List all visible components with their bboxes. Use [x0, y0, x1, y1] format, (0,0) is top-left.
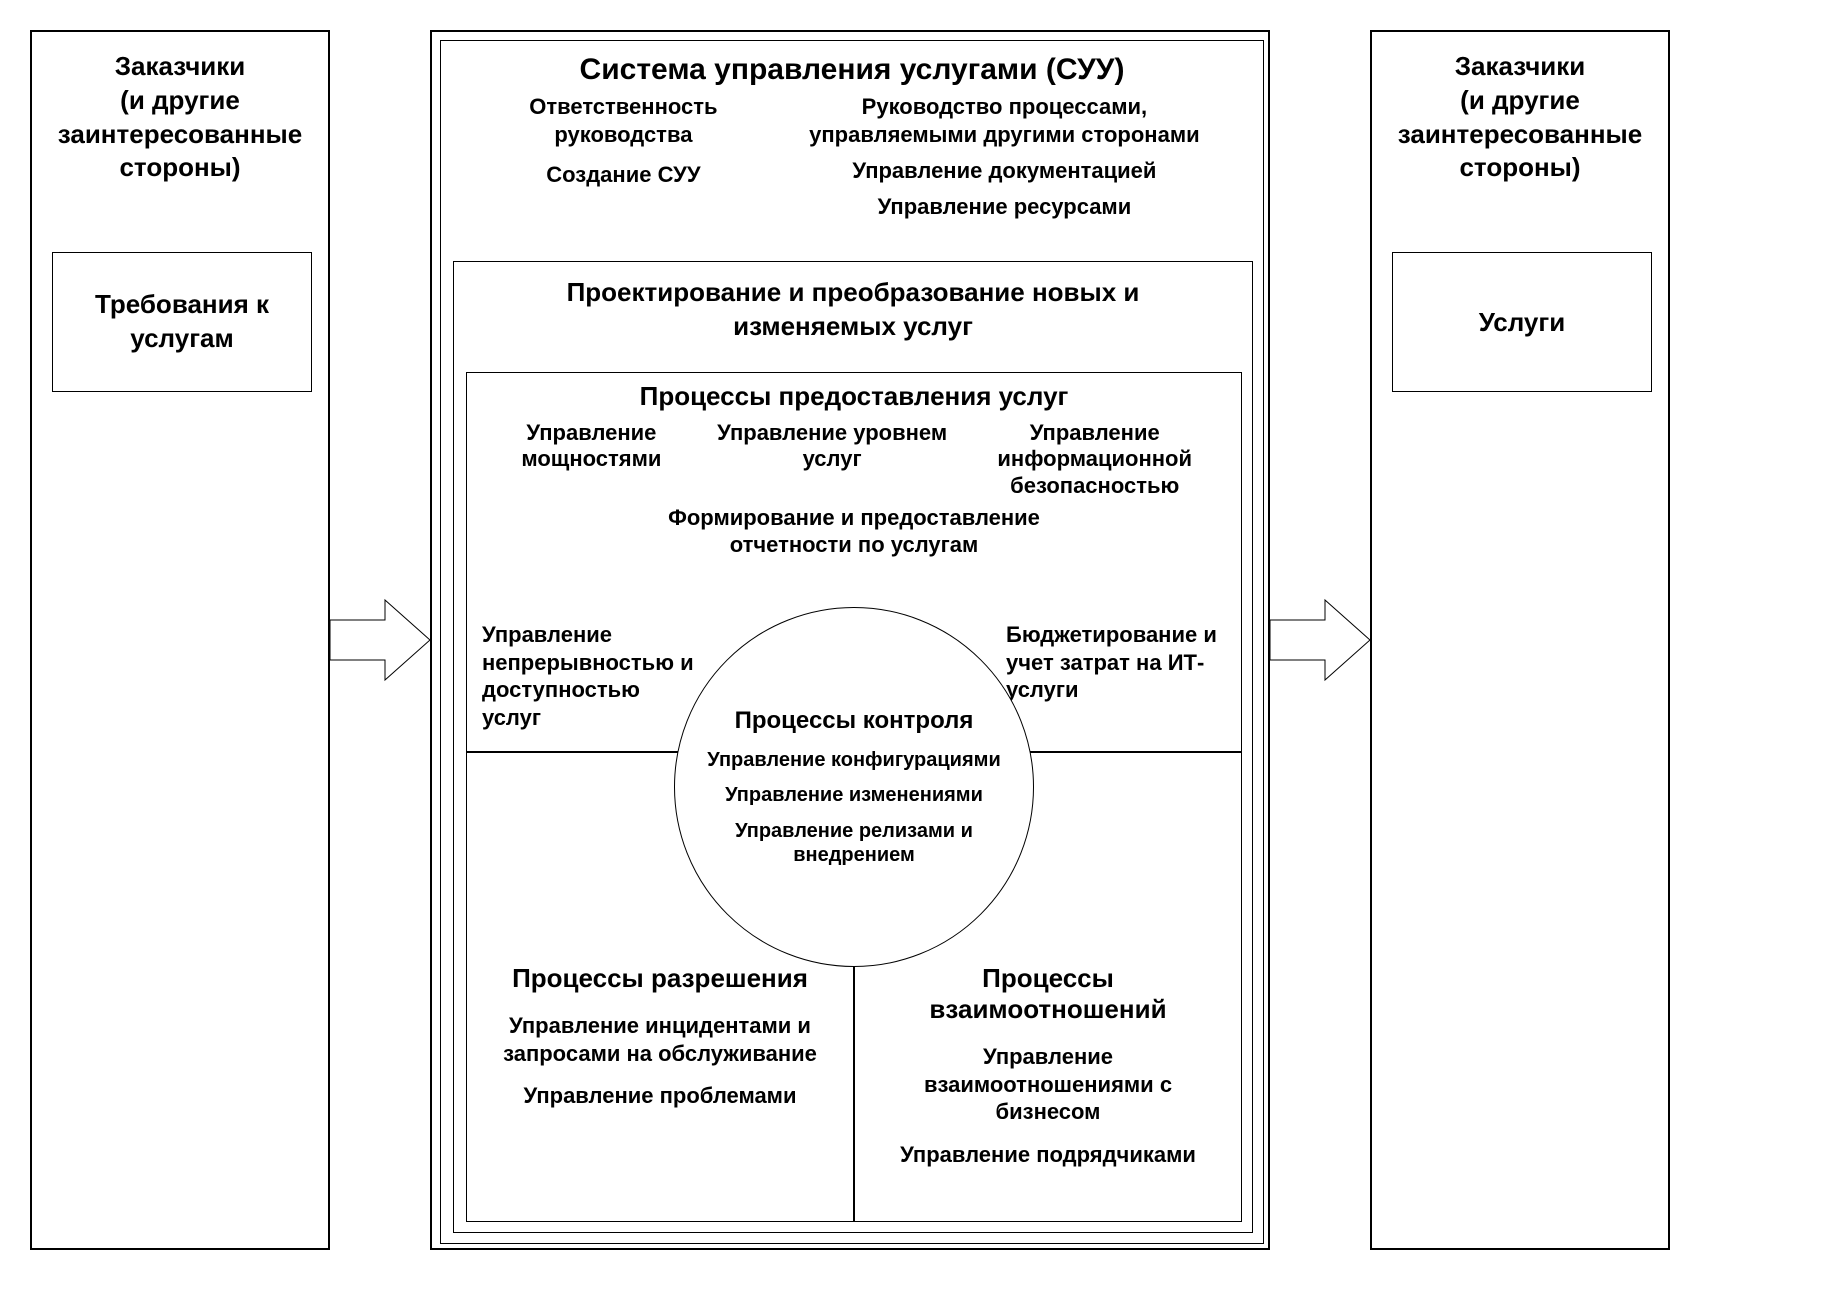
- deliv-cap: Управление мощностями: [482, 420, 701, 499]
- right-panel: Заказчики(и другиезаинтересованныесторон…: [1370, 30, 1670, 1250]
- deliv-sec: Управление информационной безопасностью: [963, 420, 1226, 499]
- delivery-row1: Управление мощностями Управление уровнем…: [467, 420, 1241, 499]
- design-box-title: Проектирование и преобразование новых и …: [454, 262, 1252, 358]
- top-items: Ответственность руководства Создание СУУ…: [441, 93, 1263, 230]
- suu-diagram: Заказчики(и другиезаинтересованныесторон…: [20, 20, 1826, 1273]
- top-item-resp: Ответственность руководства: [471, 93, 776, 148]
- control-title: Процессы контроля: [735, 707, 974, 735]
- center-main-title: Система управления услугами (СУУ): [441, 41, 1263, 93]
- deliv-report: Формирование и предоставление отчетности…: [467, 499, 1241, 558]
- ctrl-item2: Управление изменениями: [725, 784, 983, 807]
- top-item-create: Создание СУУ: [471, 162, 776, 188]
- ctrl-item1: Управление конфигурациями: [707, 749, 1000, 772]
- left-title-line1: Заказчики(и другиезаинтересованныесторон…: [58, 51, 302, 182]
- arrow-center-to-right: [1270, 590, 1370, 695]
- center-outer: Система управления услугами (СУУ) Ответс…: [430, 30, 1270, 1250]
- rel-item2: Управление подрядчиками: [855, 1142, 1241, 1168]
- ctrl-item3: Управление релизами и внедрением: [695, 819, 1013, 867]
- top-item-doc: Управление документацией: [776, 158, 1233, 184]
- right-panel-title: Заказчики(и другиезаинтересованныесторон…: [1372, 32, 1668, 195]
- delivery-title: Процессы предоставления услуг: [467, 373, 1241, 420]
- control-circle: Процессы контроля Управление конфигураци…: [674, 607, 1034, 967]
- left-panel-title: Заказчики(и другиезаинтересованныесторон…: [32, 32, 328, 195]
- res-item1: Управление инцидентами и запросами на об…: [467, 1012, 853, 1083]
- right-sub-box: Услуги: [1392, 252, 1652, 392]
- deliv-level: Управление уровнем услуг: [701, 420, 964, 499]
- top-item-proc: Руководство процессами, управляемыми дру…: [776, 93, 1233, 148]
- left-sub-box: Требования куслугам: [52, 252, 312, 392]
- center-inner: Система управления услугами (СУУ) Ответс…: [440, 40, 1264, 1244]
- design-box: Проектирование и преобразование новых и …: [453, 261, 1253, 1233]
- deliv-budget: Бюджетирование и учет затрат на ИТ-услуг…: [1006, 621, 1226, 731]
- rel-item1: Управление взаимоотношениями с бизнесом: [855, 1043, 1241, 1142]
- deliv-cont: Управление непрерывностью и доступностью…: [482, 621, 702, 731]
- left-panel: Заказчики(и другиезаинтересованныесторон…: [30, 30, 330, 1250]
- left-sub-label: Требования куслугам: [95, 288, 269, 356]
- top-item-res: Управление ресурсами: [776, 194, 1233, 220]
- res-item2: Управление проблемами: [467, 1083, 853, 1109]
- right-sub-label: Услуги: [1479, 307, 1565, 338]
- resolution-title: Процессы разрешения: [467, 963, 853, 1012]
- arrow-left-to-center: [330, 590, 430, 695]
- right-title-text: Заказчики(и другиезаинтересованныесторон…: [1398, 51, 1642, 182]
- relationship-title: Процессы взаимоотношений: [855, 963, 1241, 1043]
